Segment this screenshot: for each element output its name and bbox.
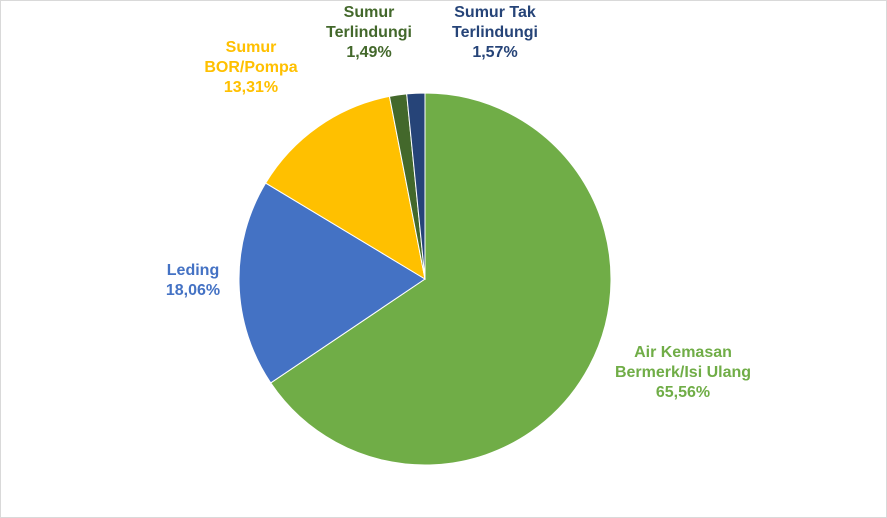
data-label-category: Sumur Tak bbox=[454, 4, 536, 21]
data-label-category: Bermerk/Isi Ulang bbox=[615, 364, 751, 381]
pie-slice bbox=[264, 95, 426, 281]
data-label: Leding 18,06% bbox=[166, 262, 220, 299]
data-label: Air Kemasan Bermerk/Isi Ulang 65,56% bbox=[615, 344, 751, 401]
data-label: Sumur Tak Terlindungi 1,57% bbox=[452, 4, 538, 61]
data-label: Sumur Terlindungi 1,49% bbox=[326, 4, 412, 61]
pie-slice bbox=[238, 182, 426, 384]
data-label-percent: 18,06% bbox=[166, 282, 220, 299]
data-label-category: Terlindungi bbox=[452, 24, 538, 41]
data-label-category: Sumur bbox=[226, 39, 277, 56]
data-label-percent: 13,31% bbox=[224, 79, 278, 96]
data-label-percent: 65,56% bbox=[656, 384, 710, 401]
data-labels: Air Kemasan Bermerk/Isi Ulang 65,56% Leding… bbox=[166, 4, 751, 401]
data-label: Sumur BOR/Pompa 13,31% bbox=[204, 39, 297, 96]
data-label-category: BOR/Pompa bbox=[204, 59, 297, 76]
pie-slice bbox=[406, 92, 426, 280]
data-label-category: Leding bbox=[167, 262, 219, 279]
data-label-category: Terlindungi bbox=[326, 24, 412, 41]
data-label-percent: 1,49% bbox=[346, 44, 391, 61]
data-label-category: Air Kemasan bbox=[634, 344, 732, 361]
pie-slices bbox=[238, 92, 612, 466]
pie-slice bbox=[270, 92, 612, 466]
data-label-category: Sumur bbox=[344, 4, 395, 21]
data-label-percent: 1,57% bbox=[472, 44, 517, 61]
